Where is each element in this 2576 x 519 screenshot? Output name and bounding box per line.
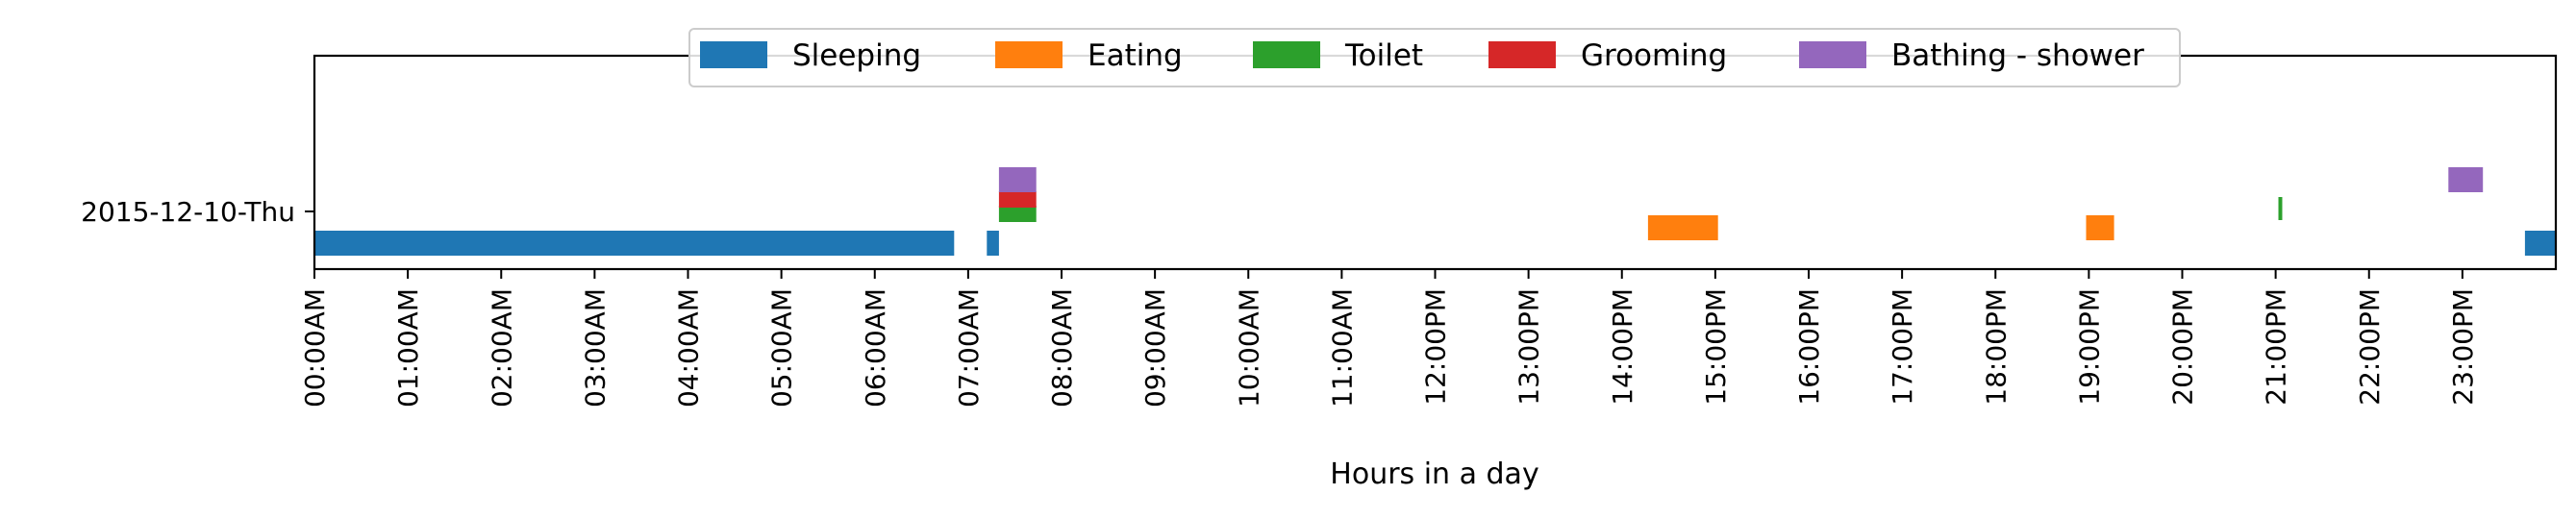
x-tick-label: 09:00AM <box>1139 288 1171 408</box>
x-tick-label: 03:00AM <box>579 288 611 408</box>
legend-label-sleeping: Sleeping <box>792 38 921 73</box>
x-tick-label: 16:00PM <box>1793 288 1825 406</box>
bar-sleeping-2 <box>987 231 999 256</box>
x-tick-label: 23:00PM <box>2447 288 2479 406</box>
x-tick-label: 12:00PM <box>1420 288 1452 406</box>
x-tick-label: 17:00PM <box>1887 288 1918 406</box>
y-tick-label: 2015-12-10-Thu <box>81 196 295 228</box>
bar-sleeping-1 <box>314 231 955 256</box>
x-tick-label: 11:00AM <box>1326 288 1358 408</box>
x-axis: 00:00AM 01:00AM 02:00AM 03:00AM 04:00AM 05:00… <box>299 269 2479 408</box>
bar-eating-1 <box>1647 215 1718 240</box>
x-axis-title: Hours in a day <box>1330 457 1538 491</box>
x-tick-label: 20:00PM <box>2167 288 2199 406</box>
legend: Sleeping Eating Toilet Grooming Bathing - sh… <box>688 28 2181 87</box>
legend-swatch-grooming <box>1488 41 1556 68</box>
x-tick-label: 21:00PM <box>2261 288 2292 406</box>
x-tick-label: 19:00PM <box>2073 288 2105 406</box>
x-tick-label: 02:00AM <box>486 288 517 408</box>
bar-toilet-1 <box>998 206 1037 222</box>
x-tick-label: 14:00PM <box>1607 288 1638 406</box>
x-tick-label: 04:00AM <box>673 288 705 408</box>
bar-toilet-2 <box>2278 197 2283 220</box>
x-tick-label: 01:00AM <box>392 288 424 408</box>
x-tick-label: 07:00AM <box>953 288 985 408</box>
legend-swatch-toilet <box>1253 41 1320 68</box>
bar-bathing-shower-1 <box>998 167 1037 192</box>
x-tick-label: 15:00PM <box>1700 288 1732 406</box>
bar-bathing-shower-2 <box>2448 167 2484 192</box>
legend-swatch-eating <box>995 41 1063 68</box>
x-tick-label: 13:00PM <box>1513 288 1545 406</box>
legend-label-bathing-shower: Bathing - shower <box>1891 38 2144 73</box>
x-tick-label: 00:00AM <box>299 288 331 408</box>
legend-label-eating: Eating <box>1088 38 1183 73</box>
x-tick-label: 06:00AM <box>860 288 891 408</box>
legend-swatch-bathing-shower <box>1799 41 1866 68</box>
x-tick-label: 10:00AM <box>1233 288 1264 408</box>
legend-swatch-sleeping <box>700 41 767 68</box>
bar-grooming-1 <box>998 191 1037 208</box>
bar-eating-2 <box>2086 215 2114 240</box>
x-tick-label: 18:00PM <box>1980 288 2012 406</box>
legend-label-grooming: Grooming <box>1581 38 1727 73</box>
x-tick-label: 08:00AM <box>1046 288 1078 408</box>
activity-bars <box>314 167 2556 256</box>
x-tick-label: 22:00PM <box>2354 288 2386 406</box>
x-tick-label: 05:00AM <box>766 288 798 408</box>
legend-label-toilet: Toilet <box>1344 38 1423 73</box>
bar-sleeping-3 <box>2524 231 2556 256</box>
y-axis: 2015-12-10-Thu <box>81 196 314 228</box>
